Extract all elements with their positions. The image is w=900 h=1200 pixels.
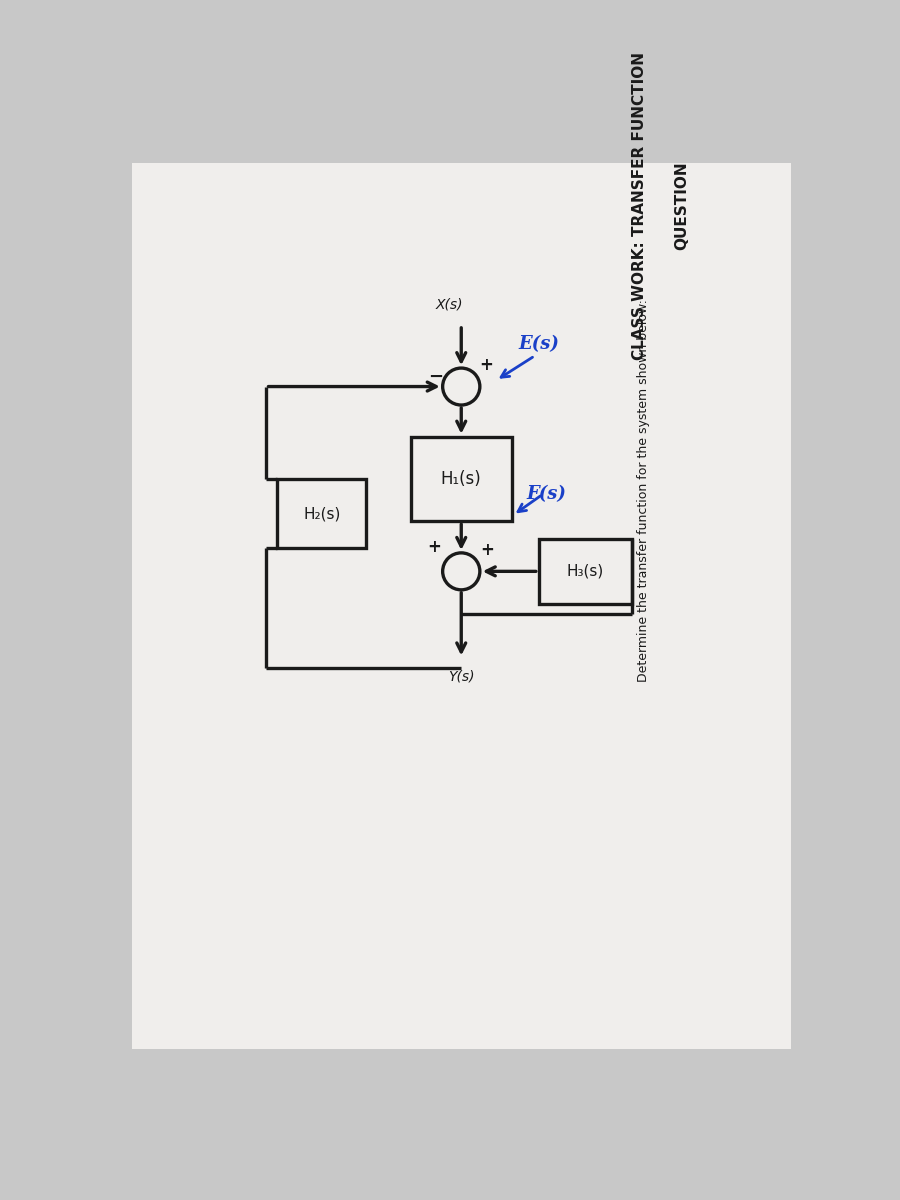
Text: CLASS WORK: TRANSFER FUNCTION: CLASS WORK: TRANSFER FUNCTION xyxy=(632,52,647,360)
Text: Y(s): Y(s) xyxy=(448,670,474,683)
Text: Determine the transfer function for the system shown below:: Determine the transfer function for the … xyxy=(637,299,650,682)
Text: H₁(s): H₁(s) xyxy=(441,470,482,488)
Bar xyxy=(277,479,366,548)
Text: +: + xyxy=(428,538,441,556)
Text: H₂(s): H₂(s) xyxy=(303,506,340,521)
Text: H₃(s): H₃(s) xyxy=(567,564,604,578)
Bar xyxy=(539,539,632,604)
Text: F(s): F(s) xyxy=(526,485,566,503)
Text: −: − xyxy=(428,368,443,386)
Text: X(s): X(s) xyxy=(436,298,464,312)
Text: E(s): E(s) xyxy=(518,335,559,353)
Text: +: + xyxy=(479,356,493,374)
Bar xyxy=(411,437,511,521)
Text: +: + xyxy=(480,541,494,559)
Text: QUESTION: QUESTION xyxy=(675,161,689,250)
